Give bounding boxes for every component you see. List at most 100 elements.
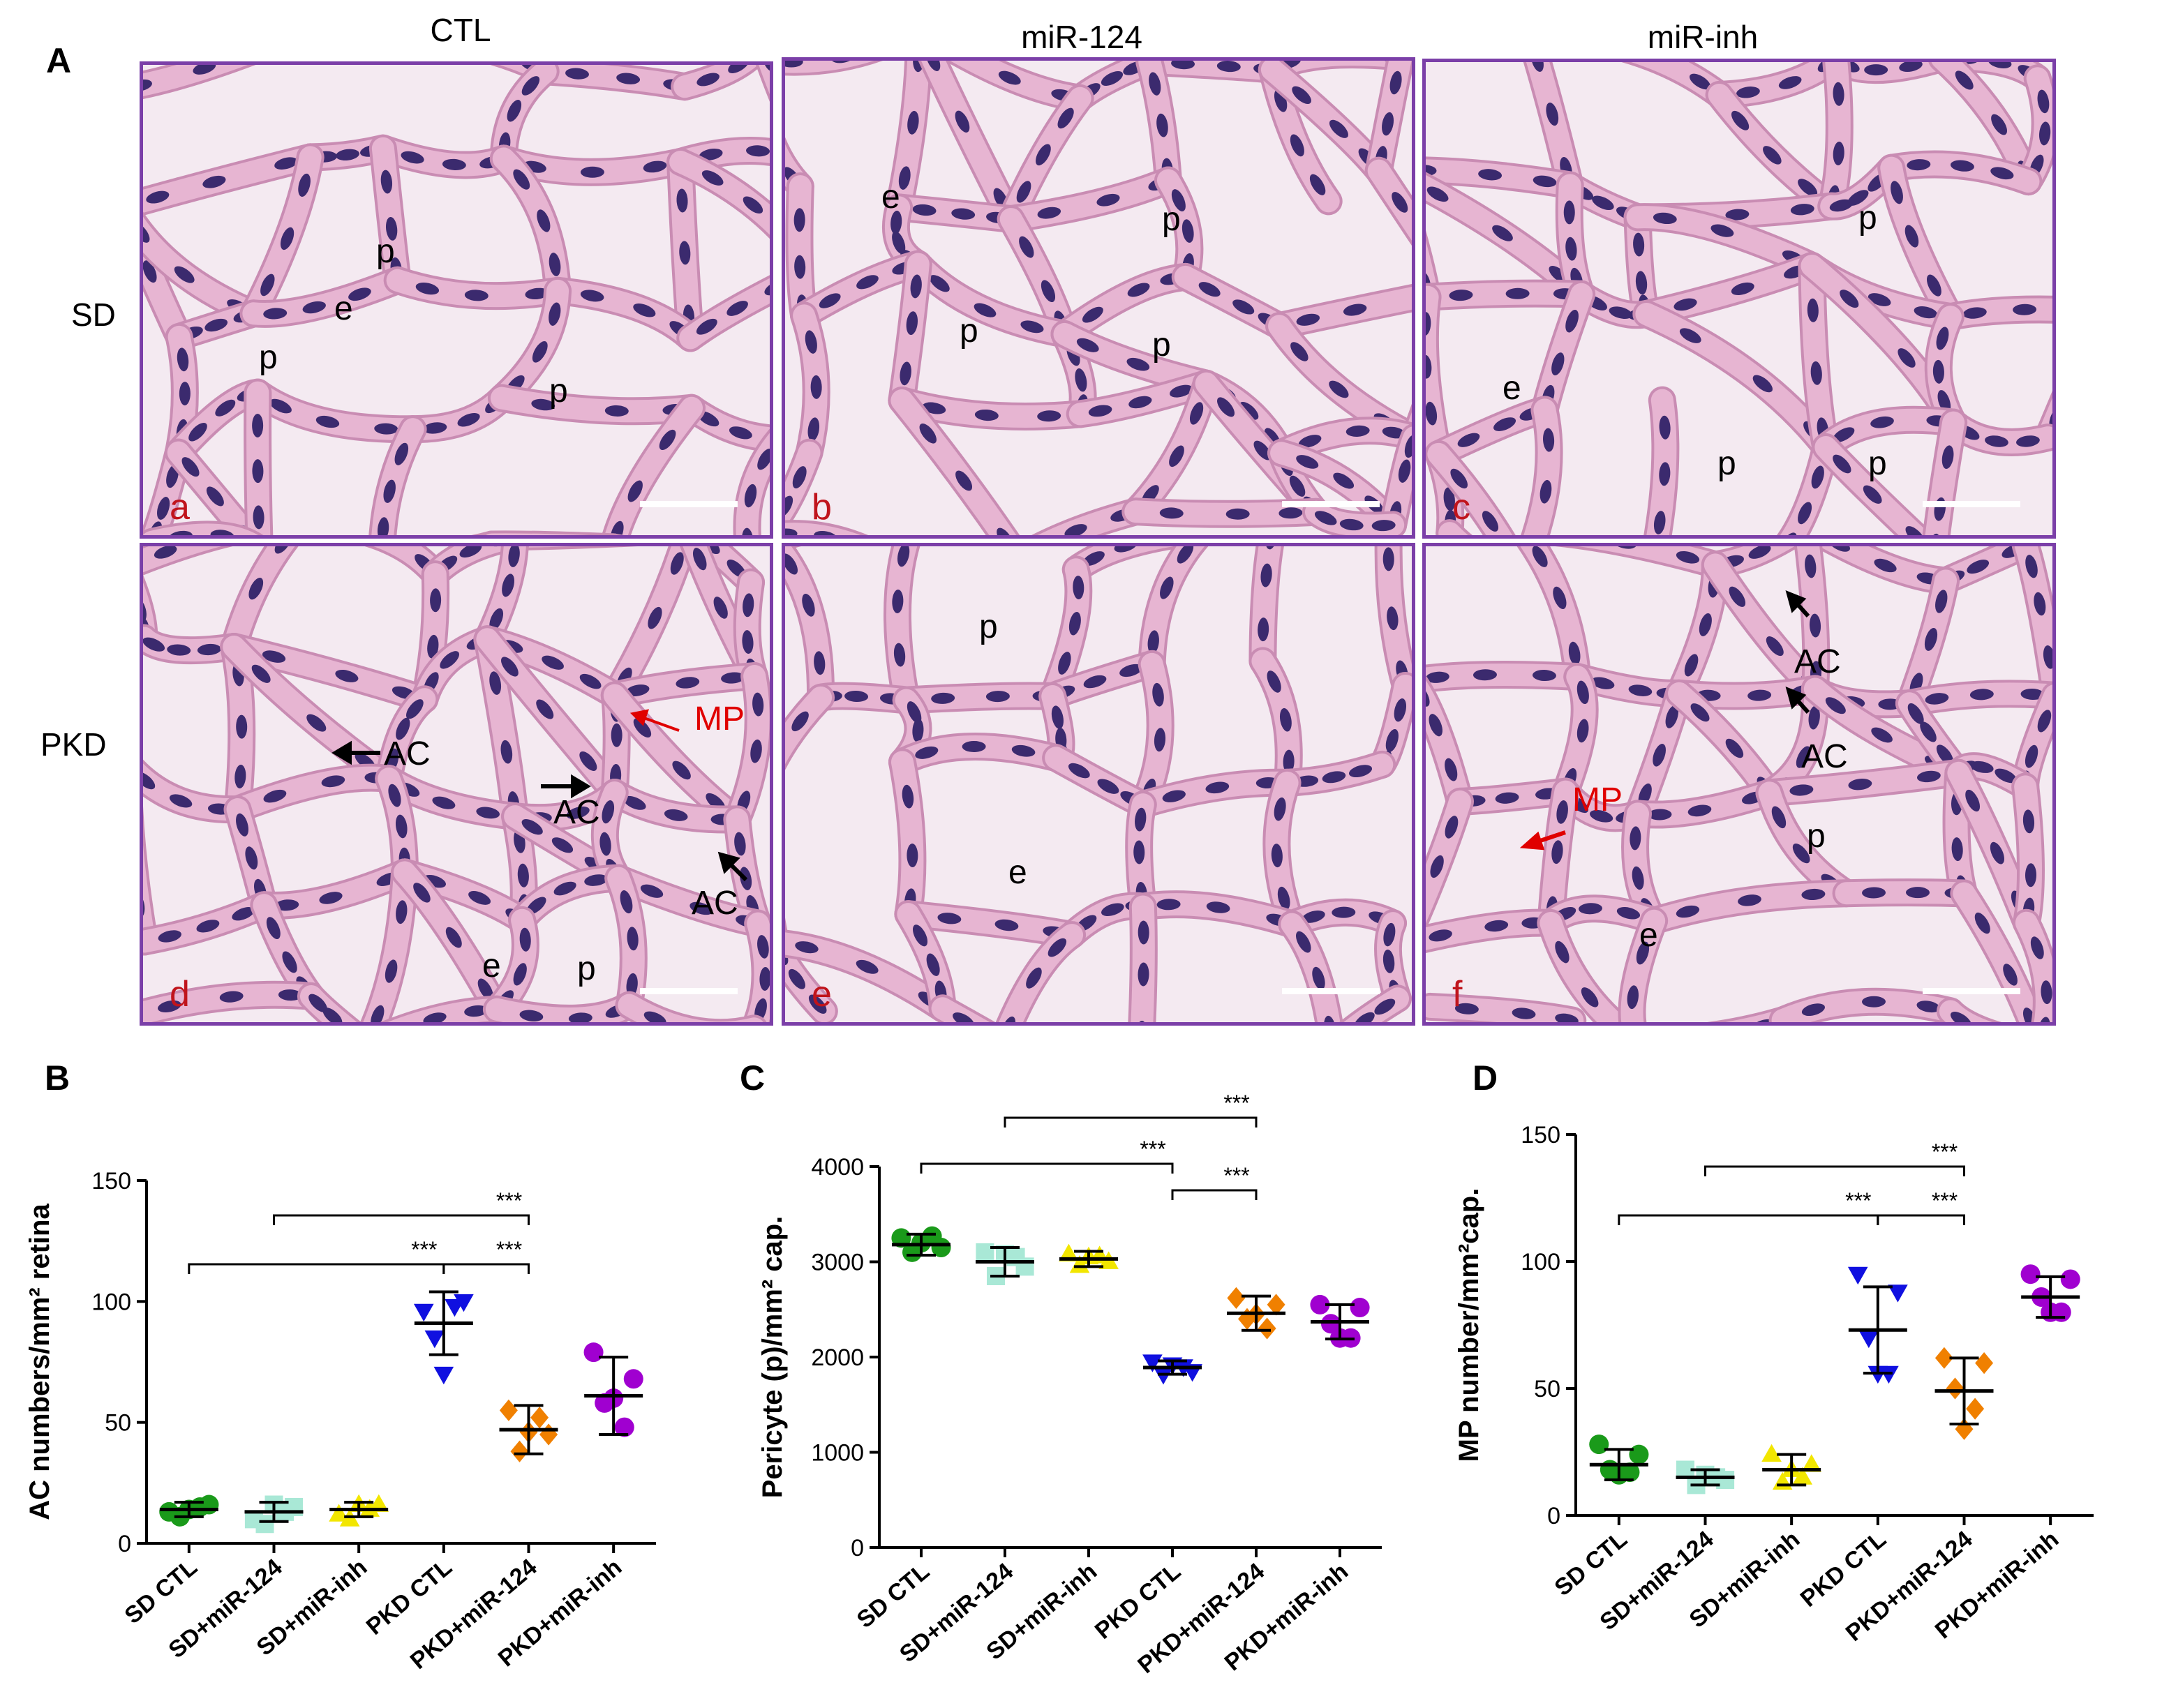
nucleus <box>2037 710 2052 733</box>
nucleus <box>643 160 667 173</box>
pericyte-label: p <box>1868 445 1887 482</box>
nucleus <box>1635 271 1648 295</box>
nucleus <box>1082 306 1103 323</box>
nucleus <box>1239 401 1259 420</box>
nucleus <box>525 287 549 300</box>
nucleus <box>679 241 691 265</box>
nucleus <box>1389 70 1402 95</box>
nucleus <box>1322 771 1346 784</box>
nucleus <box>633 303 656 317</box>
nucleus <box>1540 479 1552 504</box>
nucleus <box>1581 987 1599 1007</box>
nucleus <box>1037 410 1061 422</box>
nucleus <box>1324 1015 1336 1022</box>
nucleus <box>519 927 531 952</box>
nucleus <box>302 301 326 314</box>
data-point <box>1966 1398 1985 1420</box>
significance-label: *** <box>496 1188 522 1213</box>
nucleus <box>752 692 764 717</box>
nucleus <box>1699 613 1712 636</box>
nucleus <box>1426 684 1430 707</box>
nucleus <box>1283 749 1295 774</box>
nucleus <box>1951 837 1963 862</box>
nucleus <box>985 691 1010 703</box>
nucleus <box>2034 592 2046 616</box>
micrograph-pkd-mirinh: AC AC MP p e f <box>1422 543 2056 1026</box>
nucleus <box>1454 1003 1479 1014</box>
nucleus <box>531 398 556 411</box>
nucleus <box>1916 770 1941 783</box>
nucleus <box>282 951 297 973</box>
nucleus <box>143 637 165 652</box>
nucleus <box>659 429 676 451</box>
nucleus <box>955 110 970 133</box>
nucleus <box>1565 237 1577 261</box>
nucleus <box>1309 174 1326 195</box>
nucleus <box>814 530 837 535</box>
nucleus <box>1532 546 1548 567</box>
nucleus <box>1206 901 1230 913</box>
nucleus <box>907 844 918 868</box>
pericyte-label: p <box>1152 327 1171 364</box>
nucleus <box>626 973 638 997</box>
nucleus <box>1068 763 1090 779</box>
nucleus <box>623 795 646 810</box>
nucleus <box>179 382 191 406</box>
micrograph-sd-mirinh: p e p p c <box>1422 59 2056 539</box>
nucleus <box>742 630 754 654</box>
nucleus <box>689 901 713 915</box>
nucleus <box>252 459 264 484</box>
nucleus <box>1725 738 1744 758</box>
nucleus <box>321 775 345 788</box>
nucleus <box>785 528 798 535</box>
nucleus <box>1563 200 1575 225</box>
nucleus <box>1904 225 1919 248</box>
significance-bracket <box>273 1214 530 1225</box>
pericyte-label: p <box>376 233 395 270</box>
nucleus <box>805 330 817 354</box>
nucleus <box>1473 669 1497 681</box>
nucleus <box>696 73 720 87</box>
nucleus <box>672 761 691 780</box>
nucleus <box>1290 342 1309 361</box>
nucleus <box>464 1005 489 1017</box>
nucleus <box>1935 590 1948 613</box>
nucleus <box>167 644 191 656</box>
nucleus <box>890 210 902 234</box>
nucleus <box>521 819 543 835</box>
nucleus <box>1568 641 1581 666</box>
nucleus <box>627 480 643 502</box>
nucleus <box>508 546 520 567</box>
nucleus <box>1809 613 1821 638</box>
nucleus <box>206 486 224 507</box>
nucleus <box>1387 606 1399 631</box>
nucleus <box>1985 435 2008 447</box>
data-point <box>530 1407 549 1429</box>
microaneurysm-label: MP <box>1572 781 1623 818</box>
nucleus <box>1725 209 1750 220</box>
nucleus <box>1001 1016 1016 1022</box>
nucleus <box>1260 563 1272 587</box>
nucleus <box>1789 784 1814 796</box>
data-point <box>1153 1367 1174 1385</box>
nucleus <box>1864 64 1888 76</box>
nucleus <box>1097 779 1119 794</box>
nucleus <box>1171 61 1195 70</box>
nucleus <box>1216 61 1241 73</box>
nucleus <box>1828 546 1850 552</box>
data-point <box>1676 1460 1694 1479</box>
nucleus <box>143 260 157 283</box>
nucleus <box>377 517 389 535</box>
nucleus <box>785 495 793 518</box>
nucleus <box>700 546 720 555</box>
nucleus <box>427 634 439 659</box>
data-point <box>424 1330 445 1349</box>
nucleus <box>1870 416 1894 428</box>
nucleus <box>274 546 292 554</box>
nucleus <box>1653 511 1666 534</box>
nucleus <box>713 597 728 619</box>
data-point <box>1267 1294 1285 1316</box>
nucleus <box>757 448 770 470</box>
nucleus <box>1941 445 1954 470</box>
